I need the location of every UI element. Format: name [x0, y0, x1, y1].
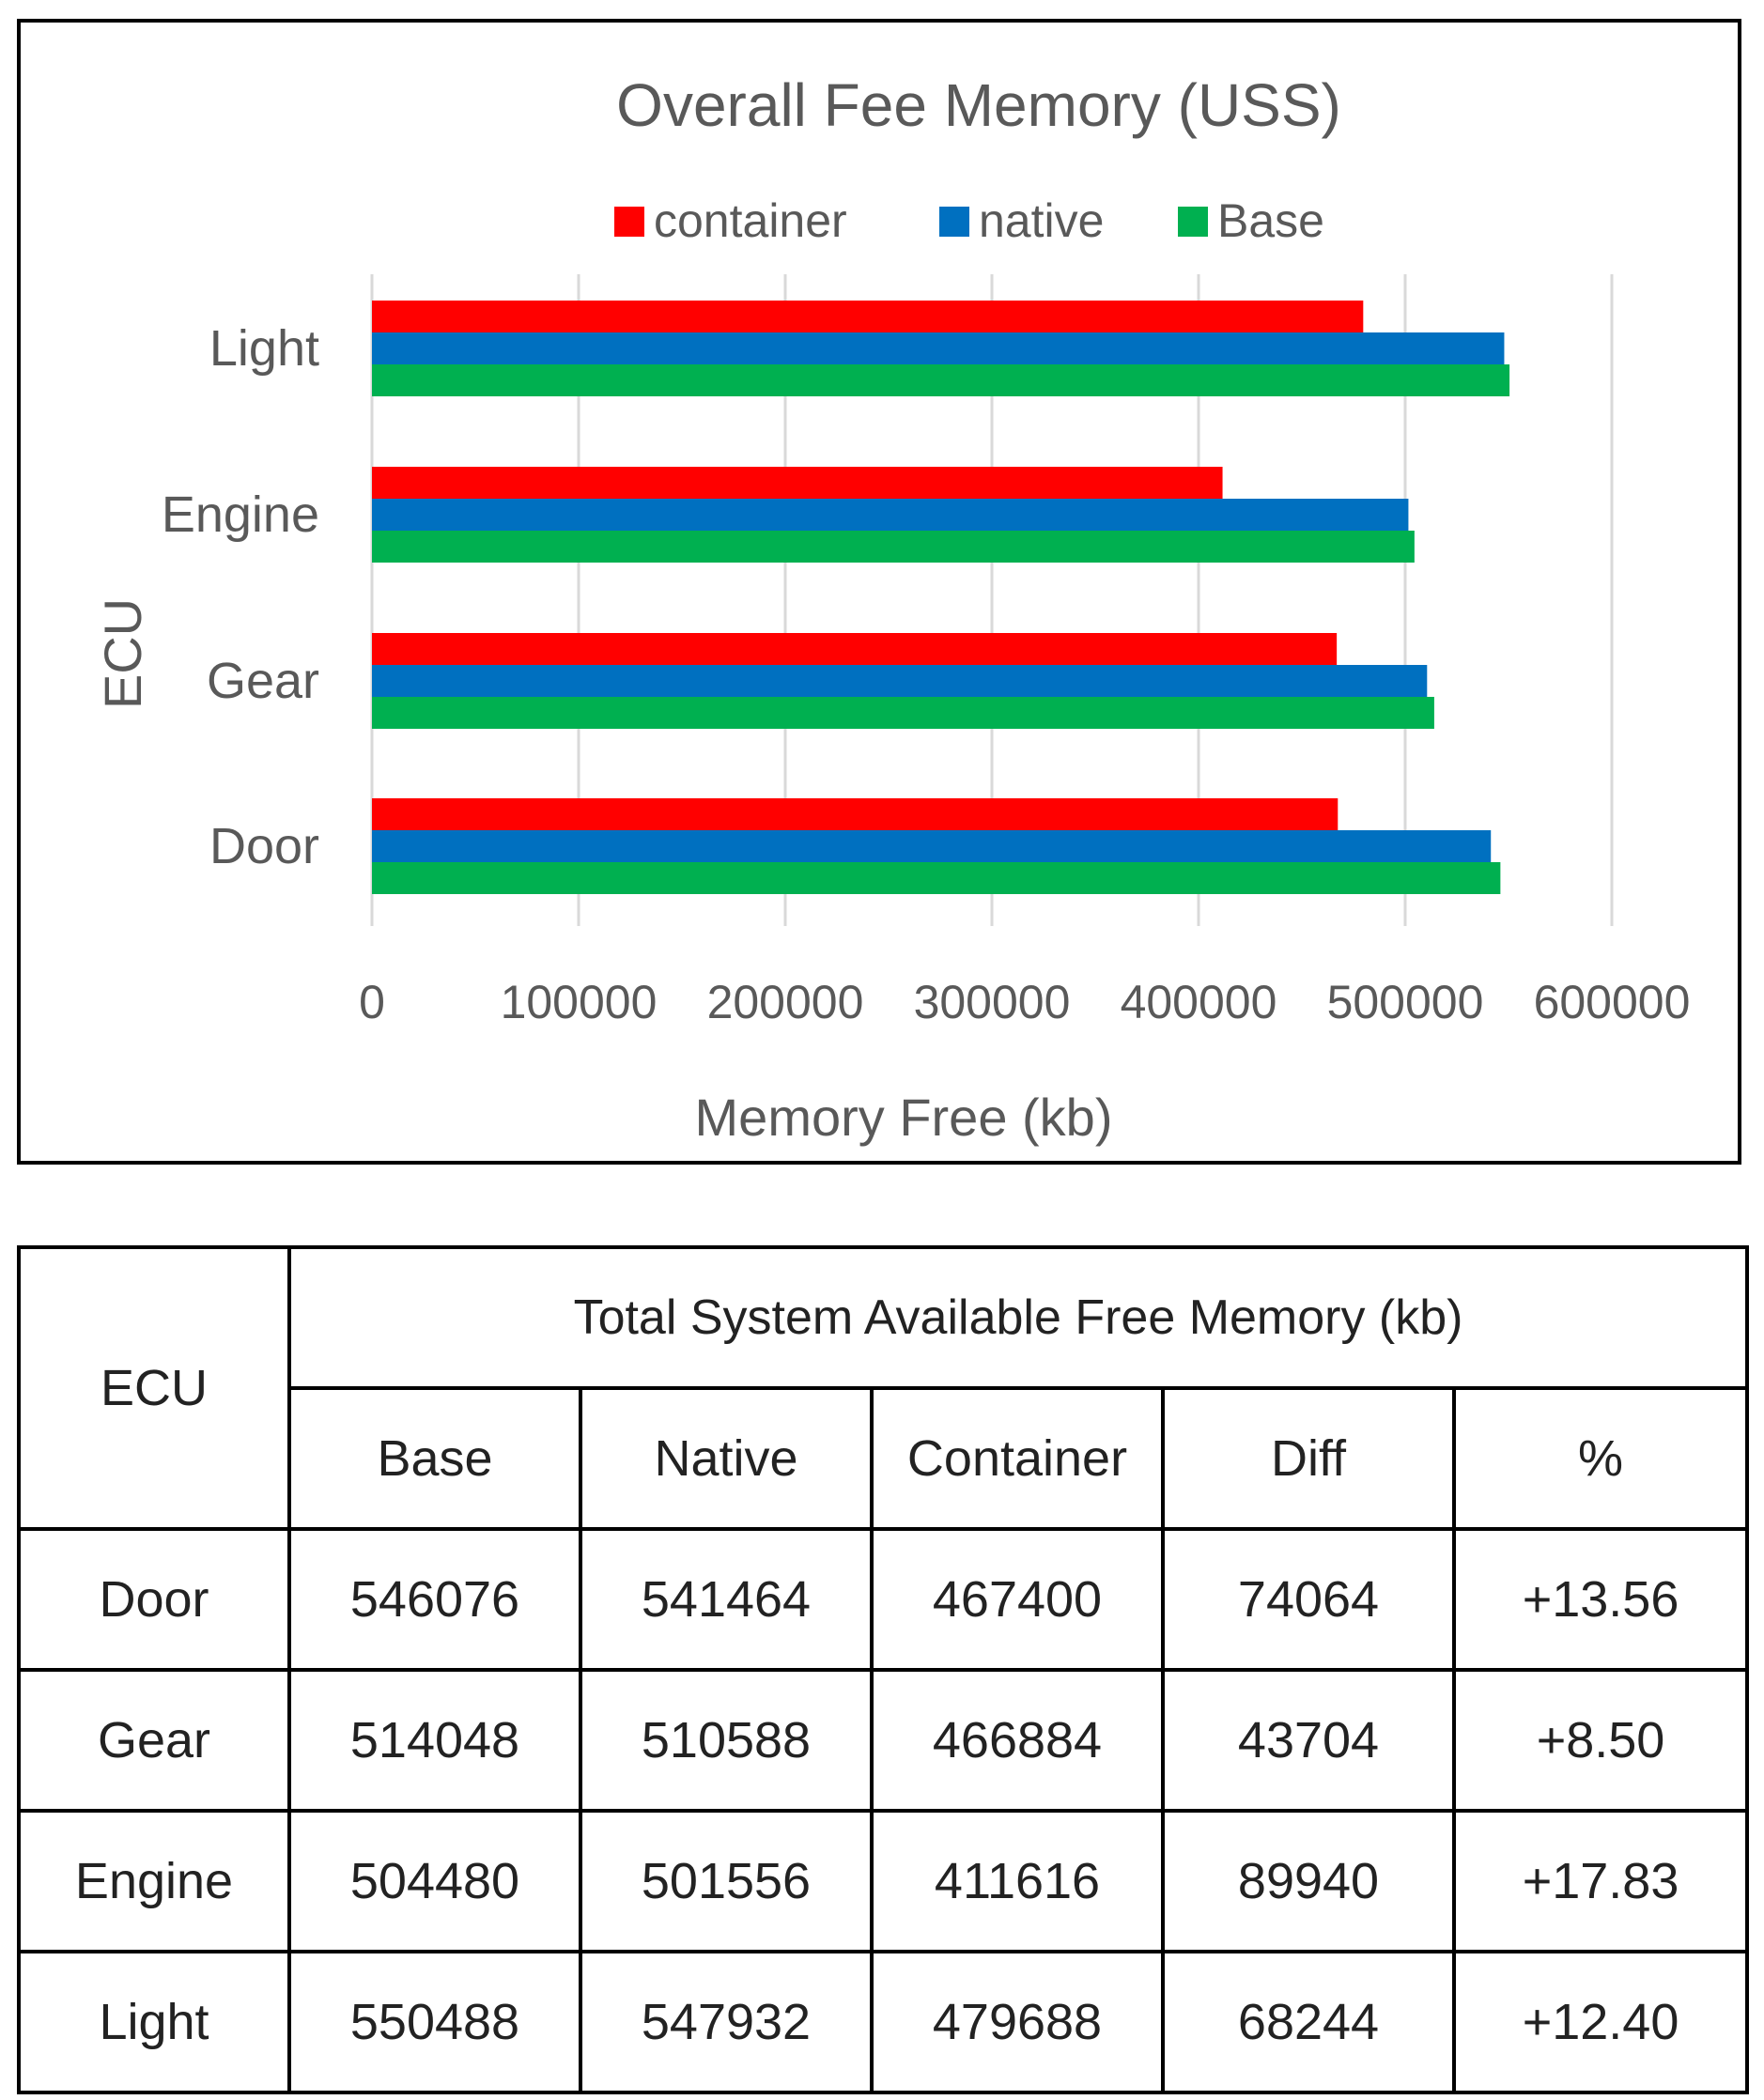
chart-frame: Overall Fee Memory (USS) container native… — [17, 19, 1741, 1165]
column-header-container: Container — [870, 1386, 1165, 1531]
x-tick-label: 200000 — [707, 976, 864, 1028]
category-label: Engine — [162, 486, 319, 543]
cell-diff: 74064 — [1161, 1527, 1456, 1672]
x-tick-label: 500000 — [1327, 976, 1484, 1028]
ecu-header: ECU — [17, 1245, 291, 1531]
bar-base-door — [372, 862, 1501, 894]
bar-native-door — [372, 830, 1492, 862]
legend-label: container — [654, 194, 847, 247]
cell-native: 541464 — [579, 1527, 874, 1672]
column-header-base: Base — [287, 1386, 582, 1531]
cell-container: 466884 — [870, 1668, 1165, 1813]
row-ecu: Gear — [17, 1668, 291, 1813]
cell-native: 501556 — [579, 1809, 874, 1953]
x-tick-label: 400000 — [1121, 976, 1277, 1028]
cell-diff: 43704 — [1161, 1668, 1456, 1813]
category-label: Light — [209, 320, 319, 377]
x-axis-title: Memory Free (kb) — [695, 1088, 1113, 1147]
bar-container-light — [372, 301, 1364, 332]
row-ecu: Light — [17, 1950, 291, 2094]
bar-native-light — [372, 332, 1505, 364]
cell-native: 547932 — [579, 1950, 874, 2094]
bar-native-engine — [372, 499, 1409, 531]
category-label: Door — [209, 818, 319, 874]
bars — [372, 301, 1510, 894]
x-tick-label: 0 — [359, 976, 385, 1028]
table-subheader-row: Base Native Container Diff % — [19, 1386, 1750, 1531]
cell-container: 479688 — [870, 1950, 1165, 2094]
cell-base: 504480 — [287, 1809, 582, 1953]
cell-percent: +8.50 — [1451, 1668, 1750, 1813]
column-header-percent: % — [1451, 1386, 1750, 1531]
bar-container-engine — [372, 467, 1223, 499]
memory-table: ECU Total System Available Free Memory (… — [17, 1245, 1750, 2094]
column-header-diff: Diff — [1161, 1386, 1456, 1531]
row-ecu: Engine — [17, 1809, 291, 1953]
cell-diff: 89940 — [1161, 1809, 1456, 1953]
x-tick-label: 600000 — [1534, 976, 1691, 1028]
table-row: Gear 514048 510588 466884 43704 +8.50 — [17, 1668, 1750, 1813]
bar-base-engine — [372, 531, 1415, 563]
cell-container: 411616 — [870, 1809, 1165, 1953]
bar-chart: Overall Fee Memory (USS) container native… — [93, 71, 1690, 1147]
cell-native: 510588 — [579, 1668, 874, 1813]
cell-base: 550488 — [287, 1950, 582, 2094]
cell-diff: 68244 — [1161, 1950, 1456, 2094]
y-axis-title: ECU — [93, 598, 152, 709]
column-header-native: Native — [579, 1386, 874, 1531]
chart-title: Overall Fee Memory (USS) — [616, 71, 1341, 139]
table-row: Light 550488 547932 479688 68244 +12.40 — [17, 1950, 1750, 2094]
x-tick-labels: 0 100000 200000 300000 400000 500000 600000 — [359, 976, 1690, 1028]
legend-swatch — [614, 207, 644, 237]
bar-container-door — [372, 798, 1338, 830]
legend-swatch — [1178, 207, 1208, 237]
cell-container: 467400 — [870, 1527, 1165, 1672]
bar-container-gear — [372, 633, 1338, 665]
table-row: Engine 504480 501556 411616 89940 +17.83 — [17, 1809, 1750, 1953]
row-ecu: Door — [17, 1527, 291, 1672]
cell-base: 546076 — [287, 1527, 582, 1672]
bar-base-light — [372, 364, 1510, 396]
x-tick-label: 300000 — [914, 976, 1071, 1028]
legend-label: Base — [1217, 194, 1324, 247]
table-header-row: ECU Total System Available Free Memory (… — [17, 1245, 1750, 1531]
legend-swatch — [939, 207, 969, 237]
bar-base-gear — [372, 697, 1434, 729]
cell-percent: +12.40 — [1451, 1950, 1750, 2094]
table-row: Door 546076 541464 467400 74064 +13.56 — [17, 1527, 1750, 1672]
cell-percent: +17.83 — [1451, 1809, 1750, 1953]
category-label: Gear — [207, 653, 319, 709]
legend-label: native — [979, 194, 1104, 247]
group-header: Total System Available Free Memory (kb) — [286, 1245, 1750, 1390]
category-labels: Door Gear Engine Light — [162, 320, 319, 874]
bar-native-gear — [372, 665, 1428, 697]
cell-base: 514048 — [287, 1668, 582, 1813]
x-tick-label: 100000 — [501, 976, 658, 1028]
chart-legend: container native Base — [614, 194, 1324, 247]
cell-percent: +13.56 — [1451, 1527, 1750, 1672]
